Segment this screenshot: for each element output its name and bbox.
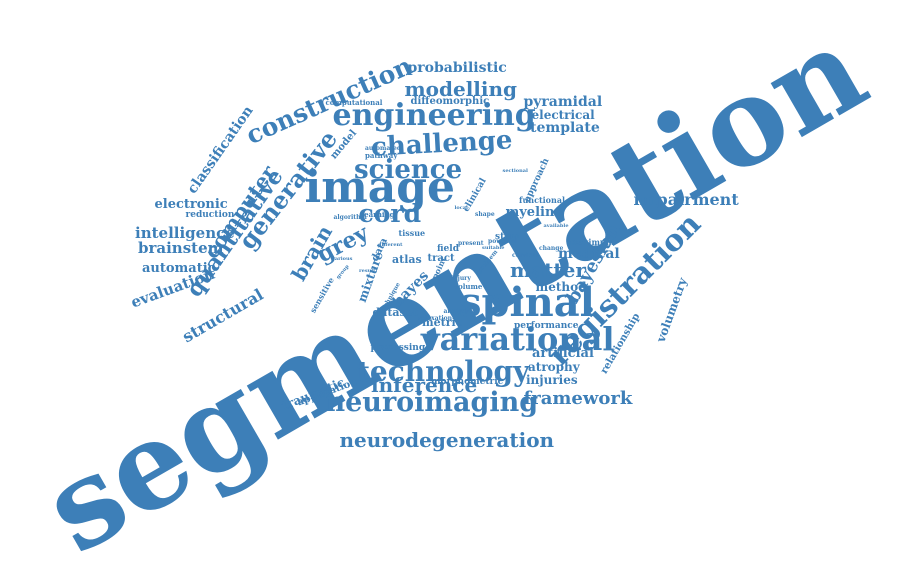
cloud-word: spinal xyxy=(459,279,595,326)
cloud-word: matter xyxy=(510,258,586,282)
cloud-word: atrophy xyxy=(528,360,580,374)
cloud-word: electrical xyxy=(531,108,595,122)
cloud-word: various xyxy=(332,255,353,262)
cloud-word: inference xyxy=(371,373,478,397)
cloud-word: tract xyxy=(427,253,455,264)
cloud-word: reduction xyxy=(185,209,235,220)
word-cloud: segmentation image spinal engineering variat… xyxy=(21,0,888,581)
cloud-word: framework xyxy=(523,388,633,409)
cloud-word: automated xyxy=(365,145,402,152)
cloud-word: relaxation xyxy=(418,315,453,322)
cloud-word: powerful xyxy=(488,238,518,245)
cloud-word: morphometric xyxy=(431,376,504,387)
cloud-word: available xyxy=(543,222,569,229)
cloud-word: analysis xyxy=(443,308,471,315)
cloud-word: different xyxy=(378,241,403,248)
cloud-word: field xyxy=(437,243,459,254)
cloud-word: sectional xyxy=(502,167,528,174)
cloud-word: dataset xyxy=(372,305,418,319)
cloud-word: variational xyxy=(421,320,615,358)
cloud-word: diffeomorphic xyxy=(410,96,490,107)
cloud-word: algorithm xyxy=(333,214,367,221)
cloud-word: stem xyxy=(495,231,520,242)
cloud-word: processing xyxy=(370,342,426,353)
cloud-word: maximum xyxy=(570,237,615,247)
cloud-word: myelin xyxy=(505,204,555,220)
cloud-word: electronic xyxy=(154,196,228,212)
cloud-word: injuries xyxy=(526,373,578,387)
cloud-word: suitable xyxy=(482,244,505,251)
cloud-word: result xyxy=(359,267,376,274)
cloud-word: pyramidal xyxy=(523,94,603,110)
cloud-word: shape xyxy=(475,211,495,218)
cloud-word: impairment xyxy=(633,190,739,209)
cloud-word: medical xyxy=(558,246,620,262)
cloud-word: cervical xyxy=(512,252,539,259)
cloud-word: tissue xyxy=(398,228,426,238)
cloud-word: functional xyxy=(519,195,566,205)
cloud-word: neurodegeneration xyxy=(339,428,555,452)
cloud-word: technology xyxy=(357,355,530,388)
cloud-word: pathway xyxy=(365,150,398,160)
cloud-word: present xyxy=(458,240,484,247)
cloud-word: performance xyxy=(514,320,579,331)
cloud-word: engineering xyxy=(332,98,536,133)
cloud-word: computational xyxy=(325,97,383,107)
cloud-word: intelligence xyxy=(135,223,235,242)
cloud-word: cord xyxy=(358,198,422,228)
cloud-word: automatic xyxy=(142,260,216,276)
cloud-word: volumetry xyxy=(653,275,690,345)
cloud-word: change xyxy=(539,245,564,252)
cloud-word: template xyxy=(530,120,600,136)
cloud-word: probabilistic xyxy=(407,60,507,76)
cloud-word: modelling xyxy=(404,77,518,101)
cloud-word: brainstem xyxy=(138,238,224,257)
cloud-word: local xyxy=(454,204,468,211)
cloud-word: image xyxy=(304,162,456,213)
cloud-word: neuroimaging xyxy=(325,386,539,418)
cloud-word: learning xyxy=(361,209,395,219)
cloud-word: injury xyxy=(451,275,471,282)
cloud-word: atlas xyxy=(392,252,422,266)
cloud-word: volume xyxy=(454,281,483,291)
cloud-word: science xyxy=(354,155,463,185)
cloud-word: metric xyxy=(422,315,463,329)
cloud-word: method xyxy=(535,280,587,294)
cloud-word: artificial xyxy=(532,345,594,361)
